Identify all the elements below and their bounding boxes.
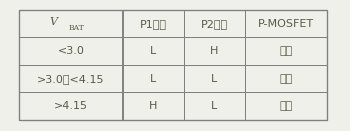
Text: V: V	[49, 17, 57, 27]
Bar	[245, 10, 327, 37]
Text: L: L	[211, 74, 217, 84]
Bar	[19, 92, 122, 120]
Bar	[122, 37, 184, 65]
Bar	[19, 65, 122, 92]
Bar	[122, 92, 184, 120]
Bar	[184, 37, 245, 65]
Bar	[184, 92, 245, 120]
Text: L: L	[150, 74, 156, 84]
Bar	[245, 92, 327, 120]
Text: L: L	[211, 101, 217, 111]
Text: P2输出: P2输出	[201, 19, 228, 29]
Text: BAT: BAT	[68, 23, 84, 32]
Text: P-MOSFET: P-MOSFET	[258, 19, 314, 29]
Bar	[184, 65, 245, 92]
Text: L: L	[150, 46, 156, 56]
Bar	[19, 37, 122, 65]
Bar	[245, 37, 327, 65]
Bar	[19, 10, 327, 120]
Text: H: H	[210, 46, 218, 56]
Text: >3.0、<4.15: >3.0、<4.15	[37, 74, 105, 84]
Bar	[19, 10, 122, 37]
Text: P1输出: P1输出	[140, 19, 167, 29]
Text: 导通: 导通	[280, 74, 293, 84]
Bar	[184, 10, 245, 37]
Bar	[245, 65, 327, 92]
Bar	[122, 65, 184, 92]
Text: 截止: 截止	[280, 46, 293, 56]
Bar	[122, 10, 184, 37]
Text: <3.0: <3.0	[57, 46, 84, 56]
Text: 截止: 截止	[280, 101, 293, 111]
Text: H: H	[149, 101, 157, 111]
Text: >4.15: >4.15	[54, 101, 88, 111]
